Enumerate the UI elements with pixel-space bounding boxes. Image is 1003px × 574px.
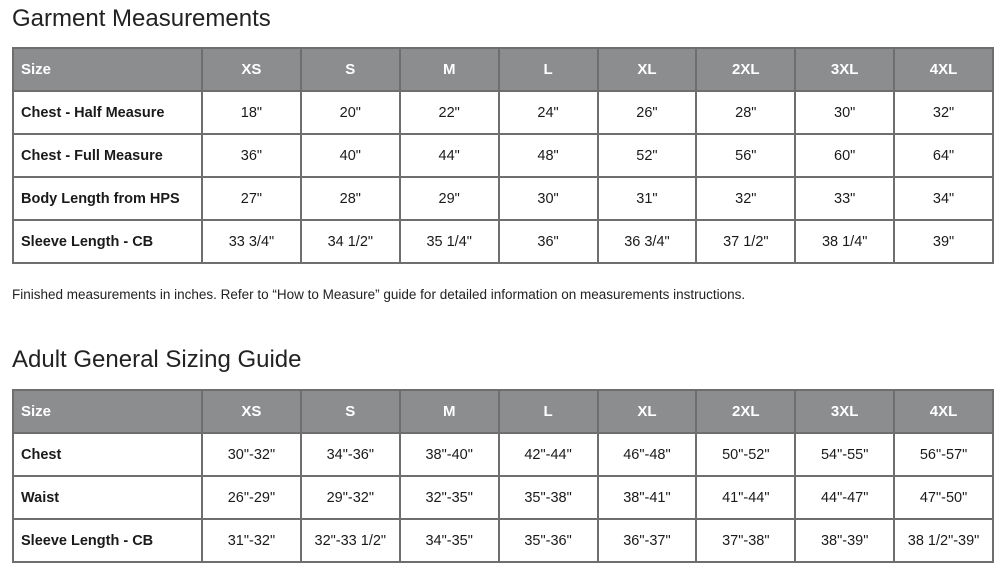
size-header-4xl: 4XL (893, 389, 994, 434)
measurement-cell: 38"-40" (398, 432, 500, 477)
row-label: Chest - Full Measure (12, 133, 203, 178)
size-header-l: L (497, 389, 599, 434)
measurement-cell: 38 1/4" (794, 219, 896, 264)
measurement-cell: 22" (398, 90, 500, 135)
measurement-cell: 36 3/4" (596, 219, 698, 264)
size-header-s: S (299, 389, 401, 434)
measurement-cell: 20" (299, 90, 401, 135)
measurements-note: Finished measurements in inches. Refer t… (12, 287, 746, 302)
measurement-cell: 38"-41" (596, 475, 698, 520)
measurement-cell: 26" (596, 90, 698, 135)
measurement-cell: 34"-36" (299, 432, 401, 477)
measurement-cell: 26"-29" (201, 475, 302, 520)
measurement-cell: 47"-50" (893, 475, 994, 520)
measurement-cell: 36" (201, 133, 302, 178)
size-column-header: Size (12, 389, 203, 434)
measurement-cell: 29"-32" (299, 475, 401, 520)
measurement-cell: 32"-35" (398, 475, 500, 520)
row-label: Chest - Half Measure (12, 90, 203, 135)
measurement-cell: 34"-35" (398, 518, 500, 563)
size-header-xs: XS (201, 47, 302, 92)
measurement-cell: 31" (596, 176, 698, 221)
size-header-l: L (497, 47, 599, 92)
measurement-cell: 40" (299, 133, 401, 178)
measurement-cell: 64" (893, 133, 994, 178)
measurement-cell: 33" (794, 176, 896, 221)
measurement-cell: 36" (497, 219, 599, 264)
size-column-header: Size (12, 47, 203, 92)
row-label: Sleeve Length - CB (12, 518, 203, 563)
measurement-cell: 37 1/2" (695, 219, 797, 264)
measurement-cell: 38 1/2"-39" (893, 518, 994, 563)
measurement-cell: 42"-44" (497, 432, 599, 477)
size-header-3xl: 3XL (794, 47, 896, 92)
table-row: Chest - Half Measure 18" 20" 22" 24" 26" 28" 30… (12, 90, 994, 135)
measurement-cell: 44" (398, 133, 500, 178)
row-label: Body Length from HPS (12, 176, 203, 221)
size-header-3xl: 3XL (794, 389, 896, 434)
measurement-cell: 32" (695, 176, 797, 221)
measurement-cell: 34" (893, 176, 994, 221)
measurement-cell: 36"-37" (596, 518, 698, 563)
measurement-cell: 56"-57" (893, 432, 994, 477)
measurement-cell: 28" (299, 176, 401, 221)
measurement-cell: 24" (497, 90, 599, 135)
measurement-cell: 18" (201, 90, 302, 135)
table-row: Sleeve Length - CB 31"-32" 32"-33 1/2" 34"-… (12, 518, 994, 563)
row-label: Chest (12, 432, 203, 477)
row-label: Sleeve Length - CB (12, 219, 203, 264)
table-row: Body Length from HPS 27" 28" 29" 30" 31" 32" 33… (12, 176, 994, 221)
measurement-cell: 46"-48" (596, 432, 698, 477)
measurement-cell: 28" (695, 90, 797, 135)
measurement-cell: 30" (497, 176, 599, 221)
measurement-cell: 33 3/4" (201, 219, 302, 264)
size-header-xl: XL (596, 389, 698, 434)
measurement-cell: 38"-39" (794, 518, 896, 563)
header-row: Size XS S M L XL 2XL 3XL 4XL (12, 47, 994, 92)
measurement-cell: 56" (695, 133, 797, 178)
table-row: Chest - Full Measure 36" 40" 44" 48" 52" 56" 60… (12, 133, 994, 178)
measurement-cell: 54"-55" (794, 432, 896, 477)
measurement-cell: 30"-32" (201, 432, 302, 477)
table-row: Waist 26"-29" 29"-32" 32"-35" 35"-38" 38"-41"… (12, 475, 994, 520)
table-row: Sleeve Length - CB 33 3/4" 34 1/2" 35 1/4" 3… (12, 219, 994, 264)
measurement-cell: 39" (893, 219, 994, 264)
size-header-2xl: 2XL (695, 389, 797, 434)
sizing-guide-title: Adult General Sizing Guide (12, 346, 302, 373)
sizing-guide-table: Size XS S M L XL 2XL 3XL 4XL Chest 30"-32" 34"-36" 3… (12, 389, 994, 563)
measurement-cell: 29" (398, 176, 500, 221)
measurement-cell: 41"-44" (695, 475, 797, 520)
measurement-cell: 32"-33 1/2" (299, 518, 401, 563)
measurement-cell: 30" (794, 90, 896, 135)
garment-measurements-title: Garment Measurements (12, 5, 271, 32)
measurement-cell: 35 1/4" (398, 219, 500, 264)
measurement-cell: 27" (201, 176, 302, 221)
size-header-2xl: 2XL (695, 47, 797, 92)
size-header-m: M (398, 47, 500, 92)
size-header-4xl: 4XL (893, 47, 994, 92)
header-row: Size XS S M L XL 2XL 3XL 4XL (12, 389, 994, 434)
size-header-s: S (299, 47, 401, 92)
measurement-cell: 32" (893, 90, 994, 135)
size-header-xs: XS (201, 389, 302, 434)
table-row: Chest 30"-32" 34"-36" 38"-40" 42"-44" 46"-48"… (12, 432, 994, 477)
measurement-cell: 44"-47" (794, 475, 896, 520)
row-label: Waist (12, 475, 203, 520)
measurement-cell: 35"-36" (497, 518, 599, 563)
measurement-cell: 52" (596, 133, 698, 178)
measurement-cell: 31"-32" (201, 518, 302, 563)
measurement-cell: 50"-52" (695, 432, 797, 477)
measurement-cell: 35"-38" (497, 475, 599, 520)
measurement-cell: 37"-38" (695, 518, 797, 563)
size-header-xl: XL (596, 47, 698, 92)
garment-measurements-table: Size XS S M L XL 2XL 3XL 4XL Chest - Half Measure… (12, 47, 994, 264)
size-header-m: M (398, 389, 500, 434)
measurement-cell: 34 1/2" (299, 219, 401, 264)
measurement-cell: 60" (794, 133, 896, 178)
measurement-cell: 48" (497, 133, 599, 178)
